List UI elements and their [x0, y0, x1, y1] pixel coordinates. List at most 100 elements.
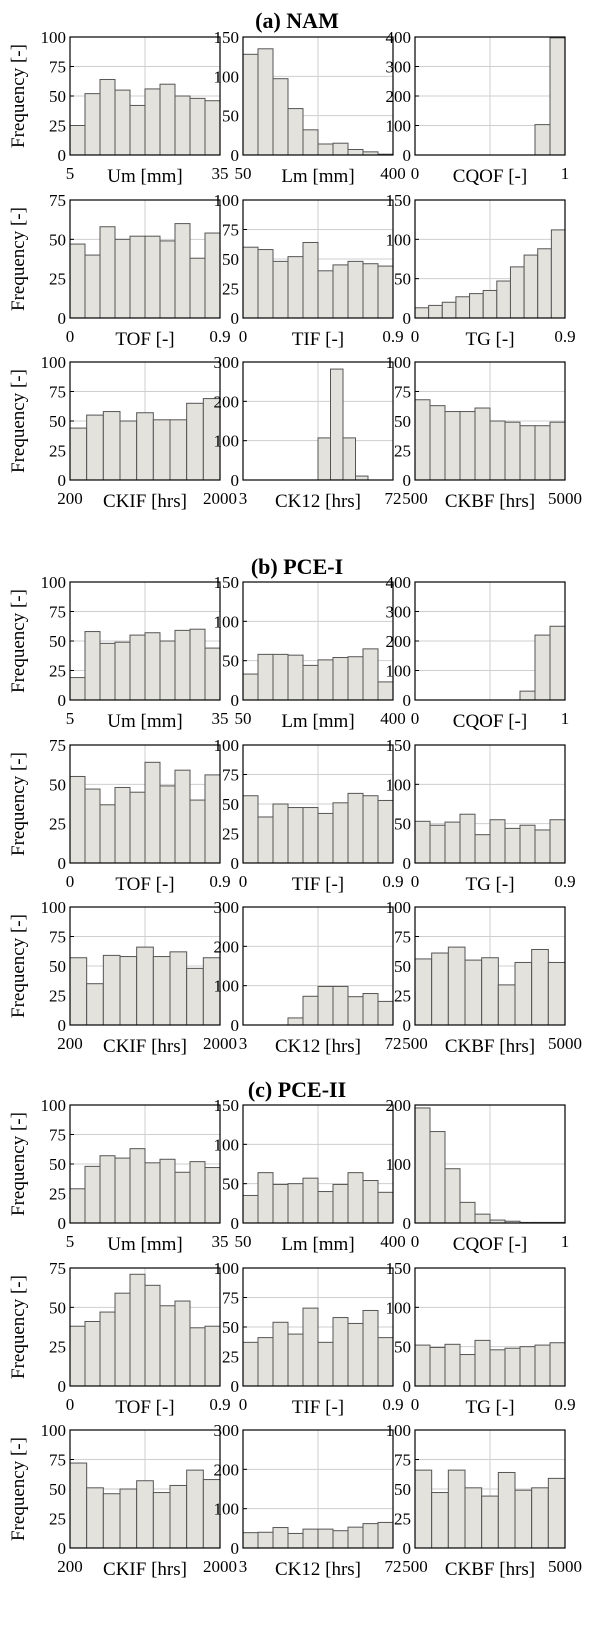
x-tick-label: 5000 [548, 1557, 582, 1576]
histogram-bar [362, 993, 379, 1026]
histogram-bar [99, 226, 116, 319]
histogram-bar [272, 260, 289, 319]
y-tick-label: 100 [41, 573, 67, 592]
y-tick-label: 50 [222, 250, 239, 269]
x-axis-label: CKIF [hrs] [103, 1036, 187, 1057]
histogram-bar [159, 83, 176, 156]
histogram-bar [204, 100, 221, 156]
x-tick-label: 400 [380, 709, 406, 728]
histogram-bar [317, 437, 331, 481]
histogram-panel: 0 25 50 75 100 5 35 Um [mm] Frequency [-] [8, 573, 229, 732]
histogram-bar [347, 1526, 364, 1549]
histogram-bar [159, 1158, 176, 1224]
histogram-bar [509, 266, 525, 319]
section-title: (a) NAM [255, 8, 339, 33]
histogram-bar [547, 1477, 566, 1549]
histogram-panel: 0 100 200 300 400 0 1 CQOF [-] [386, 573, 570, 732]
histogram-bar [431, 1492, 449, 1549]
histogram-bar [186, 402, 204, 481]
histogram-bar [332, 1530, 349, 1549]
x-axis-label: CK12 [hrs] [275, 1559, 361, 1580]
histogram-panel: 0 100 200 300 3 72 CK12 [hrs] [214, 898, 402, 1057]
x-tick-label: 0 [66, 327, 75, 346]
histogram-bar [257, 1172, 274, 1224]
histogram-bar [497, 1471, 516, 1549]
x-tick-label: 200 [57, 1557, 83, 1576]
histogram-bar [550, 229, 566, 319]
y-axis-label: Frequency [-] [8, 1275, 29, 1379]
histogram-bar [414, 1344, 431, 1387]
x-tick-label: 0 [411, 709, 420, 728]
x-tick-label: 2000 [203, 489, 237, 508]
histogram-bar [144, 88, 161, 156]
y-tick-label: 25 [394, 442, 411, 461]
y-tick-label: 25 [49, 117, 66, 136]
histogram-panel: 0 50 100 150 0 0.9 TG [-] [386, 736, 576, 895]
y-tick-label: 100 [214, 1259, 240, 1278]
y-tick-label: 75 [222, 1289, 239, 1308]
x-axis-label: CQOF [-] [453, 166, 527, 187]
histogram-bar [99, 1311, 116, 1387]
histogram-bar [523, 254, 539, 319]
histogram-bar [549, 1342, 566, 1387]
histogram-bar [272, 78, 289, 156]
y-tick-label: 0 [58, 854, 67, 873]
y-tick-label: 0 [231, 854, 240, 873]
histogram-bar [332, 142, 349, 156]
histogram-bar [414, 1107, 431, 1224]
y-tick-label: 50 [49, 957, 66, 976]
histogram-bar [459, 813, 476, 864]
y-tick-label: 75 [49, 1451, 66, 1470]
histogram-bar [189, 799, 206, 864]
histogram-bar [531, 1487, 549, 1549]
histogram-bar [474, 834, 491, 864]
y-tick-label: 50 [222, 1318, 239, 1337]
y-tick-label: 0 [231, 1539, 240, 1558]
histogram-bar [464, 1487, 483, 1549]
plot-frame [242, 1267, 394, 1387]
histogram-bar [444, 411, 461, 481]
y-tick-label: 0 [231, 146, 240, 165]
histogram-bar [144, 235, 161, 319]
x-tick-label: 50 [235, 709, 252, 728]
x-tick-label: 500 [402, 489, 428, 508]
x-tick-label: 400 [380, 164, 406, 183]
x-tick-label: 3 [239, 1034, 248, 1053]
y-tick-label: 100 [386, 230, 412, 249]
histogram-bar [152, 1492, 171, 1549]
plot-frame [242, 744, 394, 864]
histogram-bar [534, 829, 551, 864]
histogram-panel: 0 100 200 300 400 0 1 CQOF [-] [386, 28, 570, 187]
y-tick-label: 150 [214, 28, 240, 47]
histogram-bar [174, 1171, 191, 1224]
histogram-bar [159, 640, 176, 701]
y-tick-label: 50 [394, 412, 411, 431]
plot-frame [242, 1429, 394, 1549]
histogram-bar [504, 1347, 521, 1387]
y-tick-label: 200 [214, 937, 240, 956]
histogram-bar [84, 1165, 101, 1224]
y-tick-label: 0 [403, 1377, 412, 1396]
histogram-bar [317, 812, 334, 864]
histogram-bar [414, 399, 431, 481]
histogram-panel: 0 100 200 0 1 CQOF [-] [386, 1096, 570, 1255]
x-tick-label: 72 [385, 1034, 402, 1053]
histogram-panel: 0 25 50 75 0 0.9 TOF [-] Frequency [-] [8, 191, 231, 350]
histogram-bar [414, 958, 433, 1026]
y-tick-label: 25 [49, 815, 66, 834]
x-tick-label: 0.9 [554, 872, 575, 891]
histogram-bar [86, 414, 104, 481]
y-tick-label: 400 [386, 573, 412, 592]
histogram-bar [257, 1337, 274, 1387]
x-tick-label: 0 [411, 164, 420, 183]
y-tick-label: 50 [222, 795, 239, 814]
histogram-bar [84, 631, 101, 701]
histogram-bar [272, 1183, 289, 1224]
y-tick-label: 100 [386, 353, 412, 372]
x-tick-label: 0 [411, 327, 420, 346]
x-tick-label: 0 [239, 1395, 248, 1414]
y-tick-label: 300 [214, 1421, 240, 1440]
plot-frame [242, 1104, 394, 1224]
histogram-panel: 0 25 50 75 100 500 5000 CKBF [hrs] [386, 1421, 583, 1580]
